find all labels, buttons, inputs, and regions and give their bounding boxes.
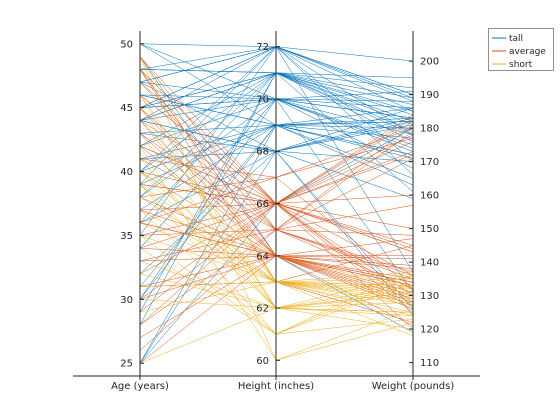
tick-label: 130 [420,291,439,302]
legend[interactable]: tall average short [488,28,554,71]
tick-label: 200 [420,57,439,68]
tick-label: 72 [256,42,269,53]
tick-label: 62 [256,304,269,315]
tick-label: 30 [120,295,133,306]
axis-label: Weight (pounds) [372,381,455,392]
tick-label: 64 [256,251,269,262]
axis-label: Height (inches) [238,381,314,392]
tick-label: 190 [420,90,439,101]
tick-label: 50 [120,39,133,50]
tick-label: 110 [420,358,439,369]
tick-label: 25 [120,359,133,370]
axis-label: Age (years) [111,381,169,392]
legend-label-tall: tall [509,34,523,44]
tick-label: 70 [256,94,269,105]
axes-layer: 25 30 35 40 45 50 Age (years) 60 62 64 66 68 70 72 Hei… [73,31,480,392]
tick-label: 170 [420,157,439,168]
tick-label: 140 [420,258,439,269]
tick-label: 66 [256,199,269,210]
tick-label: 180 [420,124,439,135]
tick-label: 68 [256,147,269,158]
legend-label-average: average [509,47,546,57]
tick-label: 160 [420,191,439,202]
legend-label-short: short [509,60,533,70]
tick-label: 120 [420,325,439,336]
tick-label: 45 [120,103,133,114]
tick-label: 60 [256,356,269,367]
tick-label: 40 [120,167,133,178]
tick-label: 35 [120,231,133,242]
tick-label: 150 [420,224,439,235]
